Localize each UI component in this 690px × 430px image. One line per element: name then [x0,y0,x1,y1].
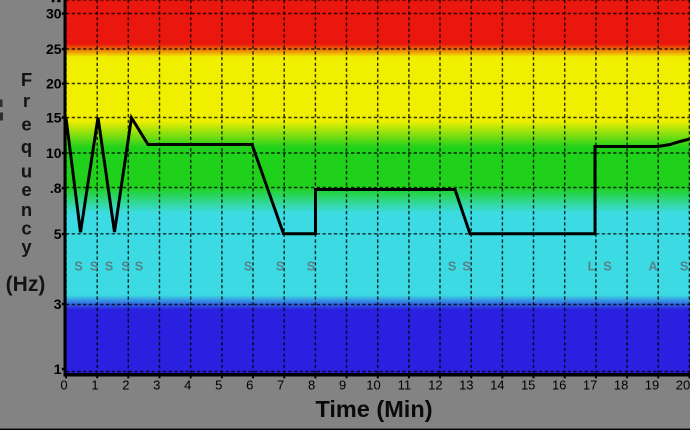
svg-text:30: 30 [46,6,62,22]
svg-text:4: 4 [184,378,191,393]
svg-text:8: 8 [308,378,315,393]
svg-text:c: c [21,218,31,239]
svg-text:5: 5 [54,226,62,242]
svg-text:S: S [121,259,130,274]
svg-text:r: r [23,90,30,111]
svg-text:S: S [680,259,689,274]
svg-text:9: 9 [339,378,346,393]
svg-text:q: q [21,136,32,157]
svg-text:15: 15 [46,110,62,126]
svg-text:17: 17 [583,378,597,393]
svg-text:e: e [21,179,31,200]
svg-text:10: 10 [366,378,380,393]
svg-text:S: S [462,259,471,274]
svg-text:2: 2 [122,378,129,393]
svg-text:L: L [588,259,596,274]
svg-text:u: u [21,161,32,182]
svg-text:25: 25 [46,41,62,57]
svg-text:12: 12 [428,378,442,393]
svg-text:7: 7 [277,378,284,393]
svg-text:20: 20 [46,76,62,92]
svg-text:S: S [307,259,316,274]
svg-text:A: A [648,259,657,274]
svg-text:16: 16 [552,378,566,393]
svg-text:3: 3 [153,378,160,393]
svg-text:14: 14 [490,378,504,393]
svg-text:19: 19 [645,378,659,393]
svg-text:n: n [21,199,32,220]
svg-text:3: 3 [54,296,62,312]
svg-text:S: S [105,259,114,274]
svg-text:18: 18 [614,378,628,393]
svg-text:0: 0 [60,378,67,393]
svg-text:S: S [448,259,457,274]
svg-text:6: 6 [246,378,253,393]
svg-text:Time (Min): Time (Min) [315,396,432,422]
svg-text:.8: .8 [50,180,62,196]
svg-text:S: S [90,259,99,274]
svg-text:1: 1 [54,361,62,377]
svg-text:5: 5 [215,378,222,393]
svg-text:13: 13 [459,378,473,393]
svg-text:11: 11 [398,378,412,393]
svg-text:15: 15 [521,378,535,393]
svg-text:S: S [276,259,285,274]
svg-text:e: e [21,114,31,135]
svg-text:S: S [603,259,612,274]
svg-text:10: 10 [46,145,62,161]
svg-text:S: S [244,259,253,274]
svg-text:(Hz): (Hz) [6,273,46,296]
svg-text:20: 20 [676,378,690,393]
svg-text:S: S [135,259,144,274]
svg-text:y: y [21,236,32,257]
svg-text:1: 1 [91,378,98,393]
svg-text:F: F [21,69,32,90]
svg-text:S: S [74,259,83,274]
